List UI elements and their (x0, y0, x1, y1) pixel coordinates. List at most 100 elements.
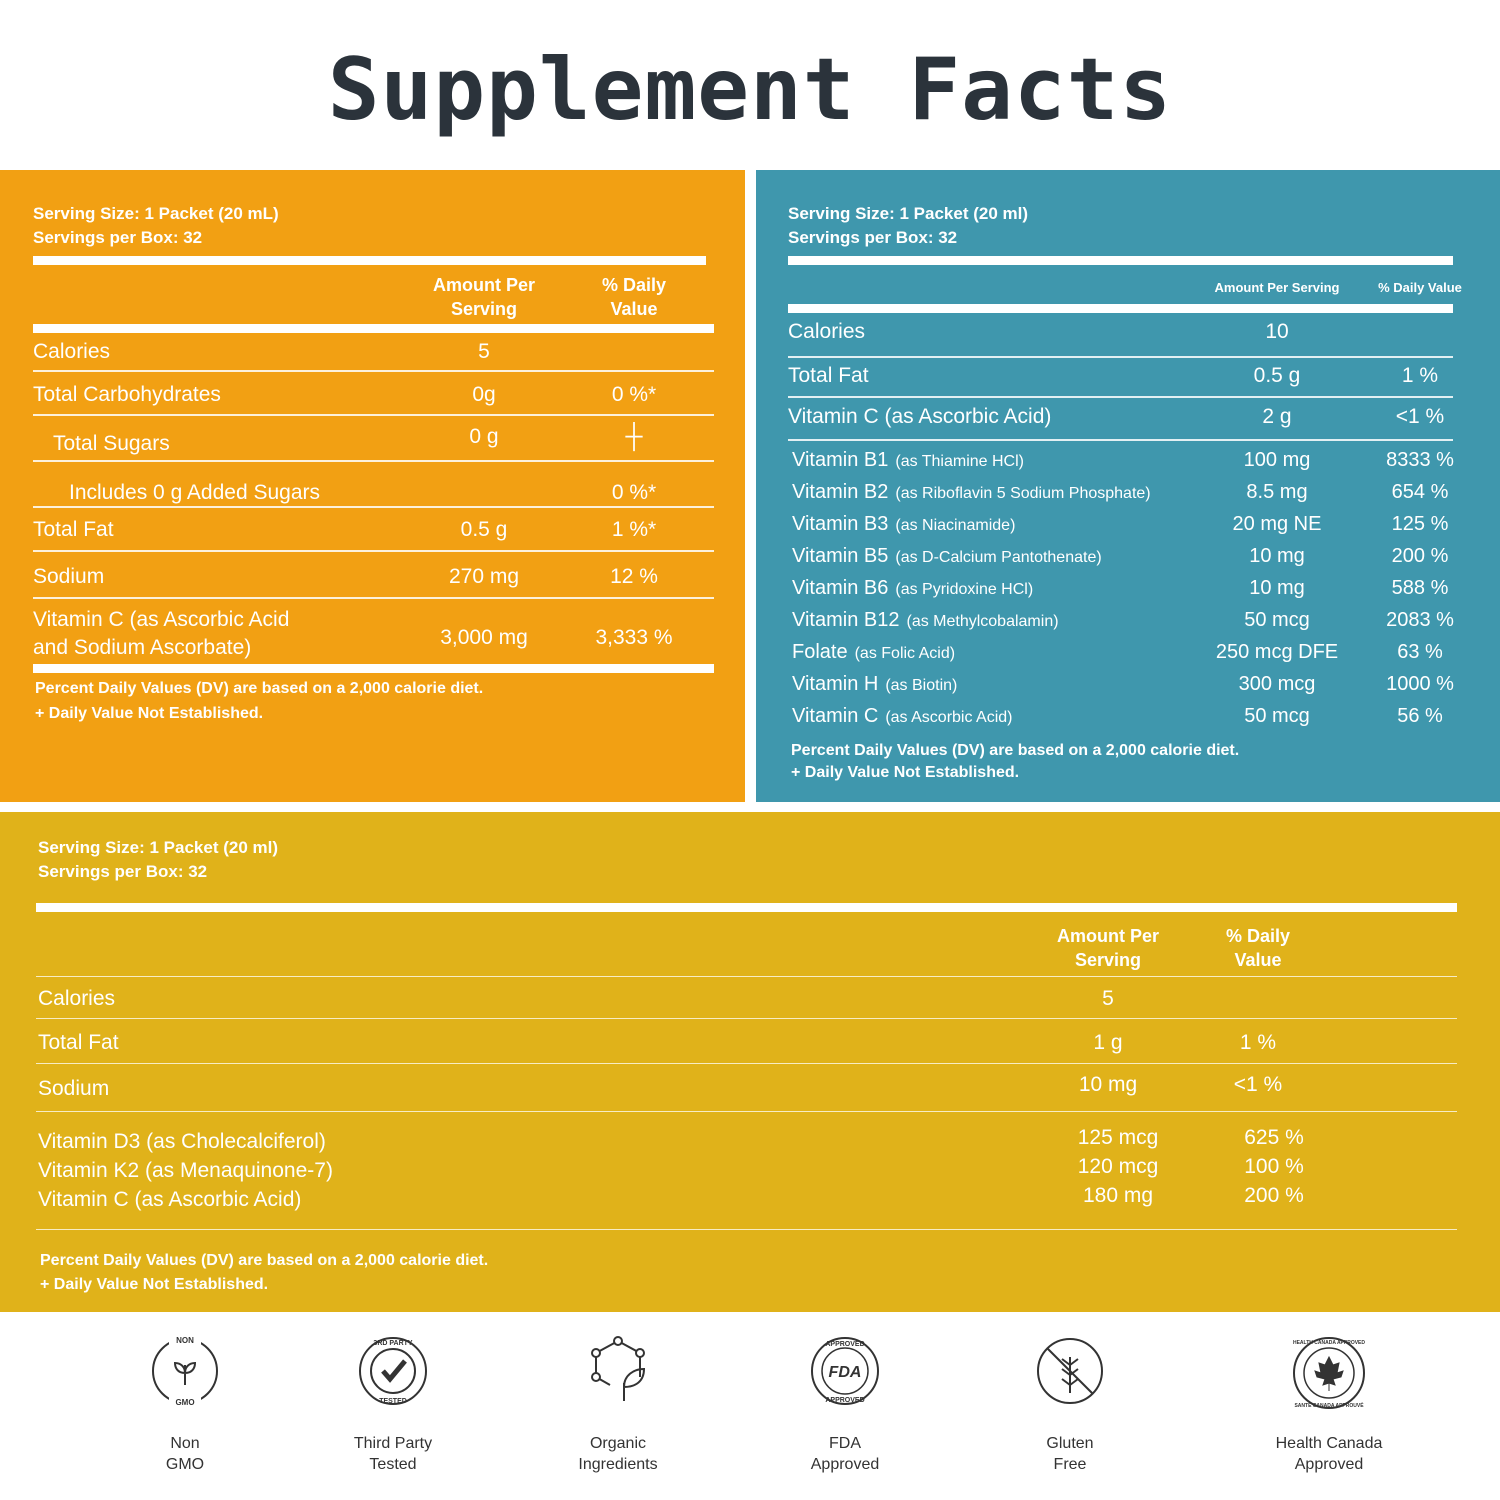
badge-label-line: Health Canada (1275, 1435, 1383, 1452)
third-party-tested-icon: 3RD PARTY TESTED (359, 1337, 427, 1405)
vitamin-dv: 200 % (1244, 1184, 1304, 1207)
badge-center-text: FDA (829, 1364, 862, 1381)
badge-label: Gluten Free (960, 1433, 1180, 1475)
facts-panel-orange: Serving Size: 1 Packet (20 mL) Servings … (0, 170, 745, 802)
badge-ring-text: 3RD PARTY (373, 1340, 412, 1347)
row-dv: 3,333 % (595, 626, 673, 649)
badge-ring-text: HEALTH CANADA APPROVED (1293, 1340, 1365, 1346)
row-dv: 1 % (1401, 364, 1439, 387)
badge-non-gmo: NON GMO Non GMO (75, 1335, 295, 1475)
divider (33, 597, 714, 599)
vitamin-name: Vitamin B1 (792, 449, 889, 471)
row-name-line: Vitamin C (as Ascorbic Acid (33, 608, 290, 631)
divider (33, 460, 714, 462)
badge-ring-text: TESTED (379, 1398, 407, 1405)
badge-ring-text: NON (176, 1336, 194, 1345)
footnote: Percent Daily Values (DV) are based on a… (791, 742, 1240, 759)
vitamin-row-name: Vitamin B12 (as Methylcobalamin) (792, 609, 1059, 632)
vitamin-name: Vitamin B3 (792, 513, 889, 535)
vitamin-row-name: Vitamin C (as Ascorbic Acid) (38, 1188, 302, 1211)
vitamin-detail: (as Niacinamide) (895, 517, 1016, 534)
badge-third-party-tested: 3RD PARTY TESTED Third Party Tested (283, 1335, 503, 1475)
vitamin-dv: 588 % (1391, 577, 1449, 599)
vitamin-amount: 250 mcg DFE (1215, 641, 1339, 663)
vitamin-name: Vitamin H (792, 673, 879, 695)
serving-size: Serving Size: 1 Packet (20 ml) (38, 838, 278, 857)
vitamin-detail: (as Biotin) (885, 677, 958, 694)
vitamin-row-name: Vitamin B6 (as Pyridoxine HCl) (792, 577, 1033, 600)
vitamin-dv: 125 % (1391, 513, 1449, 535)
vitamin-detail: (as Pyridoxine HCl) (895, 581, 1034, 598)
row-name: Total Sugars (53, 432, 170, 455)
vitamin-row-name: Vitamin K2 (as Menaquinone-7) (38, 1159, 333, 1182)
column-header-line: Amount Per (1056, 926, 1159, 946)
badge-label: Health Canada Approved (1219, 1433, 1439, 1475)
row-dv: 1 %* (611, 518, 657, 541)
vitamin-dv: 2083 % (1386, 609, 1454, 631)
column-header-line: % Daily (1225, 926, 1291, 946)
vitamin-name: Vitamin B2 (792, 481, 889, 503)
vitamin-dv: 100 % (1244, 1155, 1304, 1178)
column-header-amount: Amount Per Serving (404, 273, 564, 321)
row-amount: 270 mg (448, 565, 520, 588)
row-amount: 10 mg (1078, 1073, 1138, 1096)
vitamin-dv: 654 % (1391, 481, 1449, 503)
vitamin-name: Vitamin B5 (792, 545, 889, 567)
gluten-free-icon (1037, 1338, 1103, 1404)
badge-label-line: Approved (810, 1456, 880, 1473)
vitamin-amount: 100 mg (1243, 449, 1311, 471)
badge-ring-text: GMO (175, 1398, 194, 1407)
divider (36, 976, 1457, 977)
serving-size: Serving Size: 1 Packet (20 mL) (33, 204, 279, 223)
row-amount: 2 g (1262, 405, 1292, 428)
row-amount: 0.5 g (1253, 364, 1301, 387)
vitamin-name: Vitamin B12 (792, 609, 900, 631)
badge-label-line: Third Party (353, 1435, 433, 1452)
badge-label-line: Tested (369, 1456, 417, 1473)
divider (33, 664, 714, 673)
badge-label: Third Party Tested (283, 1433, 503, 1475)
vitamin-amount: 300 mcg (1238, 673, 1316, 695)
column-header-amount: Amount Per Serving (1028, 924, 1188, 972)
divider (788, 396, 1453, 398)
row-name: Total Fat (38, 1031, 119, 1054)
divider (33, 256, 706, 265)
vitamin-amount: 8.5 mg (1246, 481, 1308, 503)
badge-label-line: Ingredients (578, 1456, 658, 1473)
vitamin-amount: 180 mg (1082, 1184, 1154, 1207)
row-amount: 5 (1102, 987, 1114, 1010)
vitamin-dv: 200 % (1391, 545, 1449, 567)
row-dv: 0 %* (611, 481, 657, 504)
badge-label: Organic Ingredients (508, 1433, 728, 1475)
row-name: Vitamin C (as Ascorbic Acid and Sodium A… (33, 606, 289, 662)
servings-per-box: Servings per Box: 32 (788, 228, 958, 247)
row-name: Total Carbohydrates (33, 383, 221, 406)
row-name: Sodium (38, 1077, 110, 1100)
column-header-line: Amount Per (432, 275, 535, 295)
vitamin-amount: 120 mcg (1077, 1155, 1159, 1178)
divider (36, 1018, 1457, 1019)
facts-panel-blue: Serving Size: 1 Packet (20 ml) Servings … (756, 170, 1500, 802)
column-header-line: Value (1234, 950, 1282, 970)
divider (788, 439, 1453, 441)
column-header-amount: Amount Per Serving (1214, 280, 1340, 295)
vitamin-row-name: Vitamin C (as Ascorbic Acid) (792, 705, 1012, 728)
row-amount: 10 (1265, 320, 1289, 343)
servings-per-box: Servings per Box: 32 (38, 862, 208, 881)
badge-ring-text: APPROVED (825, 1341, 864, 1348)
badge-label-line: GMO (165, 1456, 205, 1473)
row-dv: <1 % (1233, 1073, 1283, 1096)
divider (33, 370, 714, 372)
divider (788, 304, 1453, 313)
row-name: Total Fat (788, 364, 869, 387)
vitamin-row-name: Vitamin B3 (as Niacinamide) (792, 513, 1015, 536)
vitamin-row-name: Vitamin B2 (as Riboflavin 5 Sodium Phosph… (792, 481, 1151, 504)
badge-label: Non GMO (75, 1433, 295, 1475)
organic-ingredients-icon (591, 1336, 646, 1401)
badge-label-line: Organic (589, 1435, 647, 1452)
badge-label: FDA Approved (735, 1433, 955, 1475)
badge-health-canada: HEALTH CANADA APPROVED SANTÉ CANADA APPR… (1219, 1335, 1439, 1475)
column-header-line: Serving (450, 299, 518, 319)
badge-fda-approved: FDA APPROVED APPROVED FDA Approved (735, 1335, 955, 1475)
serving-size: Serving Size: 1 Packet (20 ml) (788, 204, 1028, 223)
